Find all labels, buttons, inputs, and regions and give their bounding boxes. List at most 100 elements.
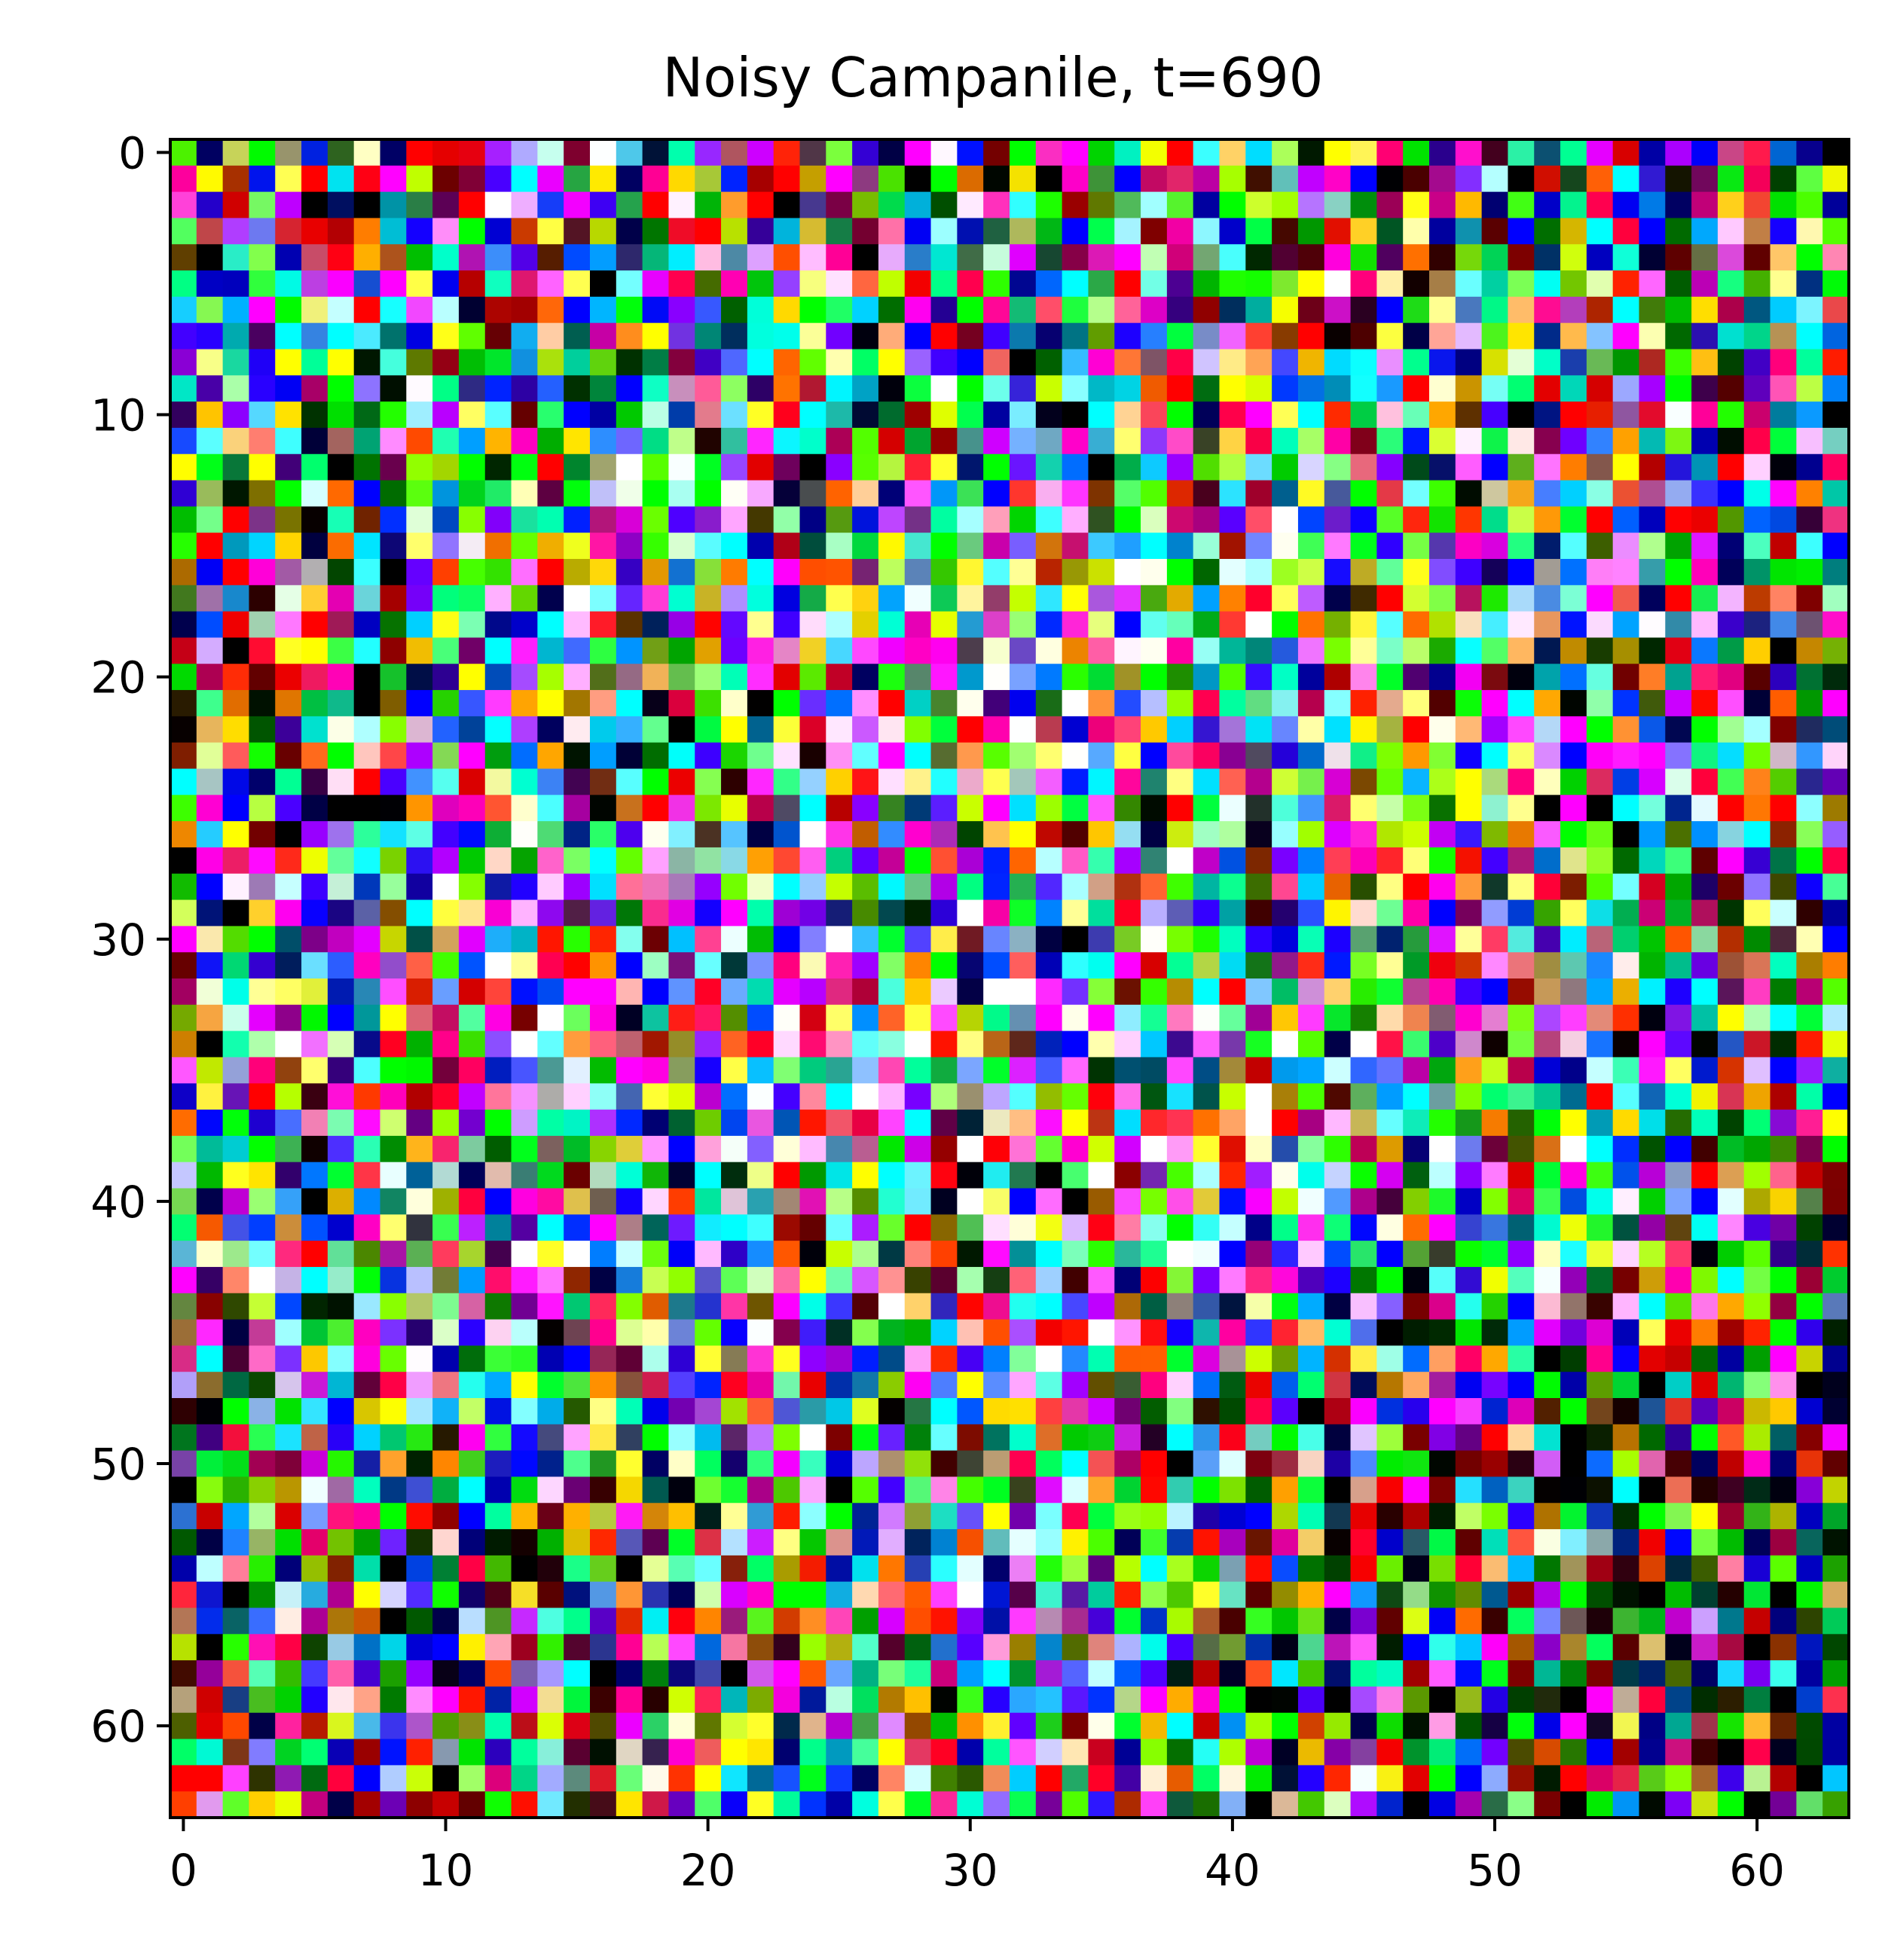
pixel-cell <box>930 1555 958 1583</box>
pixel-cell <box>590 611 617 639</box>
pixel-cell <box>1612 1004 1640 1032</box>
pixel-cell <box>957 1686 984 1714</box>
pixel-cell <box>1796 1634 1823 1661</box>
pixel-cell <box>773 611 801 639</box>
pixel-cell <box>799 716 826 743</box>
pixel-cell <box>957 506 984 533</box>
pixel-cell <box>904 1345 932 1372</box>
pixel-cell <box>222 427 250 455</box>
pixel-cell <box>1481 401 1509 429</box>
pixel-cell <box>1350 270 1377 298</box>
pixel-cell <box>458 296 486 324</box>
pixel-cell <box>1193 768 1221 795</box>
pixel-cell <box>1796 427 1823 455</box>
pixel-cell <box>695 1660 722 1687</box>
pixel-cell <box>1035 978 1063 1006</box>
pixel-cell <box>1429 480 1456 507</box>
pixel-cell <box>904 1398 932 1425</box>
pixel-cell <box>1193 1660 1221 1687</box>
pixel-cell <box>1141 1083 1168 1110</box>
pixel-cell <box>1193 218 1221 245</box>
pixel-cell <box>616 1581 643 1609</box>
pixel-cell <box>406 952 433 979</box>
pixel-cell <box>406 873 433 901</box>
pixel-cell <box>1035 506 1063 533</box>
pixel-cell <box>721 585 748 612</box>
pixel-cell <box>432 847 460 875</box>
pixel-cell <box>1586 1555 1614 1583</box>
pixel-cell <box>852 1739 879 1766</box>
pixel-cell <box>773 1739 801 1766</box>
pixel-cell <box>1691 1607 1718 1635</box>
pixel-cell <box>1429 1241 1456 1268</box>
pixel-cell <box>852 1110 879 1137</box>
pixel-cell <box>537 165 564 193</box>
pixel-cell <box>1245 139 1272 166</box>
pixel-cell <box>1245 270 1272 298</box>
pixel-cell <box>1508 1555 1535 1583</box>
pixel-cell <box>1297 218 1325 245</box>
pixel-cell <box>1350 1529 1377 1556</box>
pixel-cell <box>275 1004 302 1032</box>
pixel-cell <box>747 1765 774 1792</box>
pixel-cell <box>826 1529 853 1556</box>
pixel-cell <box>1219 952 1246 979</box>
pixel-cell <box>1796 1791 1823 1818</box>
pixel-cell <box>406 1712 433 1740</box>
pixel-cell <box>249 978 276 1006</box>
pixel-cell <box>878 637 906 664</box>
pixel-cell <box>1272 1607 1299 1635</box>
pixel-cell <box>353 375 381 402</box>
pixel-cell <box>1219 1607 1246 1635</box>
pixel-cell <box>668 401 695 429</box>
pixel-cell <box>852 978 879 1006</box>
pixel-cell <box>170 1293 197 1320</box>
pixel-cell <box>1166 1030 1194 1058</box>
pixel-cell <box>1717 1660 1745 1687</box>
pixel-cell <box>537 1424 564 1452</box>
pixel-cell <box>773 1241 801 1268</box>
pixel-cell <box>983 559 1010 586</box>
pixel-cell <box>1822 1188 1850 1215</box>
pixel-cell <box>1639 585 1666 612</box>
pixel-cell <box>1114 453 1141 481</box>
pixel-cell <box>1219 1004 1246 1032</box>
pixel-cell <box>380 1476 407 1504</box>
pixel-cell <box>275 716 302 743</box>
pixel-cell <box>1796 1739 1823 1766</box>
pixel-cell <box>222 1450 250 1478</box>
pixel-cell <box>1691 1030 1718 1058</box>
pixel-cell <box>1743 637 1771 664</box>
pixel-cell <box>458 1791 486 1818</box>
pixel-cell <box>826 1686 853 1714</box>
pixel-cell <box>1717 585 1745 612</box>
pixel-cell <box>327 1030 355 1058</box>
pixel-cell <box>1639 1030 1666 1058</box>
pixel-cell <box>432 1398 460 1425</box>
pixel-cell <box>852 559 879 586</box>
pixel-cell <box>1272 1345 1299 1372</box>
pixel-cell <box>537 139 564 166</box>
pixel-cell <box>616 899 643 927</box>
pixel-cell <box>1429 1110 1456 1137</box>
pixel-cell <box>1035 1555 1063 1583</box>
pixel-cell <box>616 559 643 586</box>
pixel-cell <box>1665 1214 1692 1241</box>
pixel-cell <box>380 1188 407 1215</box>
pixel-cell <box>1062 1135 1089 1163</box>
pixel-cell <box>695 1030 722 1058</box>
pixel-cell <box>1062 1188 1089 1215</box>
pixel-cell <box>1534 191 1561 219</box>
pixel-cell <box>406 1686 433 1714</box>
pixel-cell <box>249 821 276 848</box>
pixel-cell <box>590 322 617 350</box>
pixel-cell <box>721 795 748 822</box>
pixel-cell <box>1455 768 1483 795</box>
pixel-cell <box>1193 1529 1221 1556</box>
pixel-cell <box>222 1188 250 1215</box>
pixel-cell <box>1429 1712 1456 1740</box>
pixel-cell <box>616 139 643 166</box>
pixel-cell <box>1586 978 1614 1006</box>
pixel-cell <box>1429 1398 1456 1425</box>
pixel-cell <box>616 611 643 639</box>
